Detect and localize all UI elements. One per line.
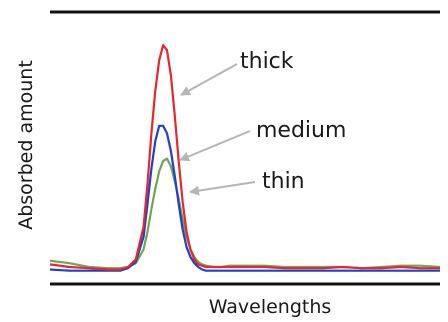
series-line-medium xyxy=(49,124,440,272)
series-layer xyxy=(49,44,441,272)
series-line-thin xyxy=(49,157,441,270)
series-line-thick xyxy=(49,44,440,271)
annotation-layer: thick medium thin xyxy=(179,49,346,196)
annotation-label-thin: thin xyxy=(262,169,305,194)
annotation-arrow-medium xyxy=(179,130,251,162)
annotation-label-medium: medium xyxy=(256,118,346,143)
annotation-arrow-thin xyxy=(189,181,256,196)
annotation-arrow-thick xyxy=(180,63,238,96)
x-axis-label: Wavelengths xyxy=(209,296,332,318)
annotation-label-thick: thick xyxy=(240,49,294,74)
y-axis-label: Absorbed amount xyxy=(15,60,37,230)
